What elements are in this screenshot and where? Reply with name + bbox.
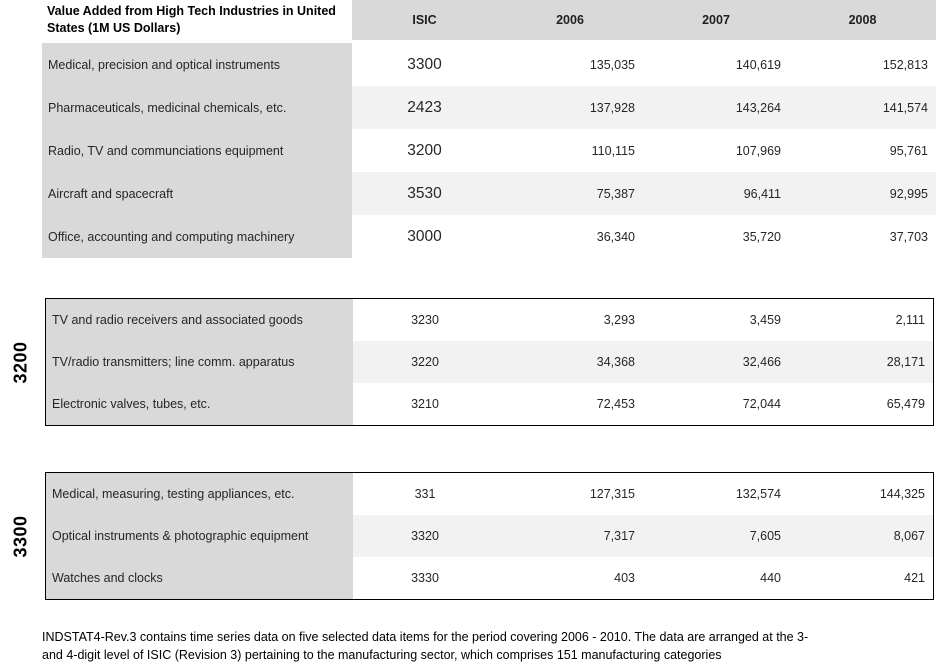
value-cell-2008: 95,761 <box>889 143 928 158</box>
table-row: Optical instruments & photographic equip… <box>46 515 933 557</box>
value-cell-2006: 34,368 <box>497 341 643 383</box>
isic-code-cell: 3530 <box>352 172 497 215</box>
table-row: Office, accounting and computing machine… <box>42 215 936 258</box>
group-label-3300-text: 3300 <box>10 514 31 558</box>
value-cell-2008: 144,325 <box>879 487 925 501</box>
value-cell-2008: 8,067 <box>789 515 933 557</box>
value-cell-2008: 65,479 <box>886 397 925 411</box>
row-label: TV/radio transmitters; line comm. appara… <box>46 341 353 383</box>
value-cell-2007: 143,264 <box>643 86 789 129</box>
table-row: Watches and clocks 3330 403 440 421 <box>46 557 933 599</box>
row-label: Watches and clocks <box>46 557 353 599</box>
group-label-3200: 3200 <box>3 298 39 426</box>
isic-code-cell: 3320 <box>353 515 497 557</box>
table-row: Medical, precision and optical instrumen… <box>42 43 936 86</box>
row-label: Office, accounting and computing machine… <box>42 215 352 258</box>
isic-code-cell: 3330 <box>411 571 439 585</box>
group-table-3300: Medical, measuring, testing appliances, … <box>45 472 934 600</box>
row-label: Pharmaceuticals, medicinal chemicals, et… <box>42 86 352 129</box>
main-table-header: Value Added from High Tech Industries in… <box>42 0 936 40</box>
row-label: Medical, precision and optical instrumen… <box>42 43 352 86</box>
value-cell-2007: 107,969 <box>735 143 781 158</box>
isic-code-cell: 2423 <box>352 86 497 129</box>
value-cell-2008: 37,703 <box>889 229 928 244</box>
row-label: Radio, TV and communciations equipment <box>42 129 352 172</box>
column-header-2006: 2006 <box>497 0 643 40</box>
row-label: TV and radio receivers and associated go… <box>46 299 353 341</box>
value-cell-2006: 110,115 <box>591 143 635 158</box>
value-cell-2006: 7,317 <box>497 515 643 557</box>
table-title: Value Added from High Tech Industries in… <box>42 0 352 40</box>
column-header-2008: 2008 <box>789 0 936 40</box>
table-row: Electronic valves, tubes, etc. 3210 72,4… <box>46 383 933 425</box>
group-table-3200: TV and radio receivers and associated go… <box>45 298 934 426</box>
value-cell-2007: 32,466 <box>643 341 789 383</box>
value-cell-2006: 127,315 <box>589 487 635 501</box>
value-cell-2006: 403 <box>614 571 635 585</box>
isic-code-cell: 3000 <box>407 227 442 245</box>
footer-line1: INDSTAT4-Rev.3 contains time series data… <box>42 630 809 644</box>
table-row: Radio, TV and communciations equipment 3… <box>42 129 936 172</box>
table-row: Medical, measuring, testing appliances, … <box>46 473 933 515</box>
value-cell-2008: 141,574 <box>789 86 936 129</box>
row-label: Optical instruments & photographic equip… <box>46 515 353 557</box>
column-header-2007: 2007 <box>643 0 789 40</box>
table-row: Pharmaceuticals, medicinal chemicals, et… <box>42 86 936 129</box>
value-cell-2007: 440 <box>760 571 781 585</box>
table-title-line2: States (1M US Dollars) <box>47 21 181 35</box>
value-cell-2006: 75,387 <box>497 172 643 215</box>
value-cell-2007: 140,619 <box>735 57 781 72</box>
table-title-line1: Value Added from High Tech Industries in… <box>47 4 336 18</box>
row-label: Aircraft and spacecraft <box>42 172 352 215</box>
value-cell-2007: 35,720 <box>742 229 781 244</box>
value-cell-2007: 3,459 <box>749 313 781 327</box>
footer-line2: and 4-digit level of ISIC (Revision 3) p… <box>42 647 722 662</box>
value-cell-2007: 132,574 <box>735 487 781 501</box>
isic-code-cell: 3210 <box>411 397 439 411</box>
table-row: TV and radio receivers and associated go… <box>46 299 933 341</box>
value-cell-2007: 72,044 <box>742 397 781 411</box>
isic-code-cell: 3200 <box>407 141 442 159</box>
isic-code-cell: 3220 <box>353 341 497 383</box>
value-cell-2008: 2,111 <box>895 313 925 327</box>
value-cell-2007: 96,411 <box>643 172 789 215</box>
column-header-isic: ISIC <box>352 0 497 40</box>
value-cell-2008: 28,171 <box>789 341 933 383</box>
value-cell-2008: 92,995 <box>789 172 936 215</box>
isic-code-cell: 3230 <box>411 313 439 327</box>
group-label-3200-text: 3200 <box>10 340 31 384</box>
value-cell-2006: 36,340 <box>596 229 635 244</box>
table-row: TV/radio transmitters; line comm. appara… <box>46 341 933 383</box>
group-label-3300: 3300 <box>3 472 39 600</box>
value-cell-2006: 3,293 <box>603 313 635 327</box>
isic-code-cell: 3300 <box>407 55 442 73</box>
value-cell-2006: 72,453 <box>596 397 635 411</box>
row-label: Medical, measuring, testing appliances, … <box>46 473 353 515</box>
value-cell-2008: 421 <box>904 571 925 585</box>
main-table-body: Medical, precision and optical instrumen… <box>42 43 936 258</box>
footer-note: INDSTAT4-Rev.3 contains time series data… <box>42 629 936 664</box>
table-row: Aircraft and spacecraft 3530 75,387 96,4… <box>42 172 936 215</box>
isic-code-cell: 331 <box>414 487 436 501</box>
value-cell-2006: 137,928 <box>497 86 643 129</box>
value-cell-2007: 7,605 <box>643 515 789 557</box>
value-cell-2006: 135,035 <box>589 57 635 72</box>
value-cell-2008: 152,813 <box>882 57 928 72</box>
row-label: Electronic valves, tubes, etc. <box>46 383 353 425</box>
